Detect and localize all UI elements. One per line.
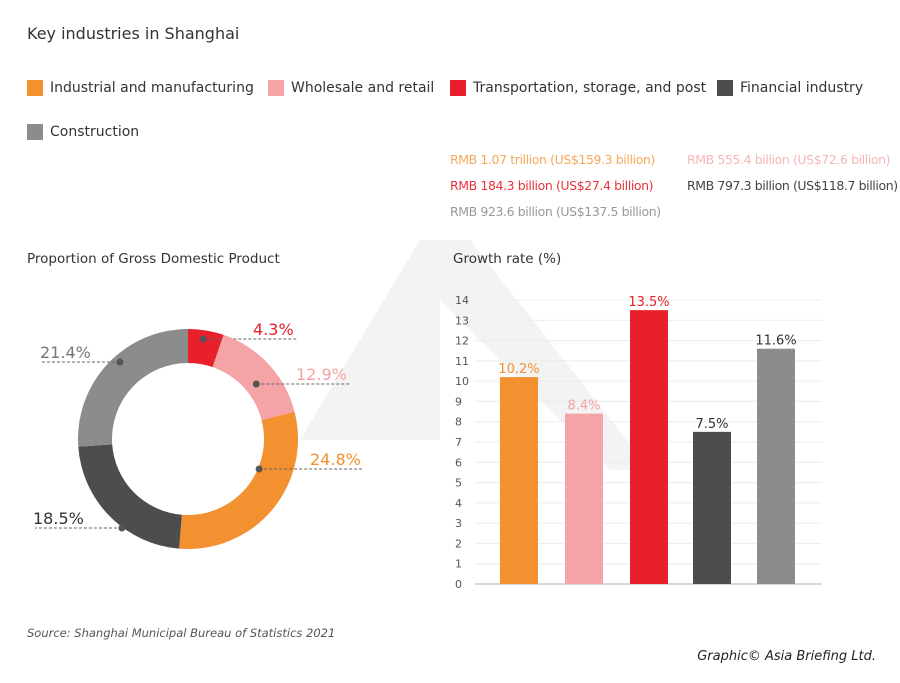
legend-item: Construction [27,124,139,140]
legend-label: Industrial and manufacturing [50,80,254,96]
y-tick-label: 10 [455,375,469,388]
value-text: RMB 1.07 trillion (US$159.3 billion) [450,152,655,167]
y-tick-label: 11 [455,355,469,368]
y-tick-label: 6 [455,456,462,469]
y-tick-label: 2 [455,537,462,550]
bar-label: 13.5% [628,295,669,310]
donut-slice [212,334,295,421]
leader-dot [118,524,126,532]
bar-label: 8.4% [567,399,600,414]
legend-label: Transportation, storage, and post [473,80,707,96]
leader-dot [199,335,207,343]
legend-item: Transportation, storage, and post [450,80,706,96]
page-title: Key industries in Shanghai [27,24,240,43]
slice-label: 18.5% [33,509,84,528]
y-tick-label: 9 [455,395,462,408]
y-tick-label: 4 [455,497,462,510]
y-tick-label: 12 [455,335,469,348]
bar-label: 11.6% [755,334,796,349]
donut-slice [78,444,182,549]
legend-item: Financial industry [717,80,863,96]
y-tick-label: 8 [455,416,462,429]
slice-label: 12.9% [296,365,347,384]
y-tick-label: 3 [455,517,462,530]
legend-label: Construction [50,124,140,140]
value-text: RMB 555.4 billion (US$72.6 billion) [687,152,891,167]
bar-label: 7.5% [695,417,728,432]
bar [630,310,668,584]
legend-swatch [27,124,43,140]
legend-label: Wholesale and retail [291,80,435,96]
legend-item: Industrial and manufacturing [27,80,254,96]
leader-dot [116,358,124,366]
bar [757,348,795,584]
credit: Graphic© Asia Briefing Ltd. [697,649,876,664]
donut-title: Proportion of Gross Domestic Product [27,251,280,267]
source-note: Source: Shanghai Municipal Bureau of Sta… [27,626,336,640]
slice-label: 21.4% [40,343,91,362]
slice-label: 4.3% [253,320,294,339]
bar [693,431,731,584]
legend-swatch [268,80,284,96]
legend-item: Wholesale and retail [268,80,434,96]
y-tick-label: 14 [455,294,469,307]
value-text: RMB 184.3 billion (US$27.4 billion) [450,178,654,193]
donut-slice [179,411,298,549]
y-tick-label: 13 [455,314,469,327]
y-tick-label: 1 [455,558,462,571]
y-tick-label: 5 [455,477,462,490]
value-text: RMB 797.3 billion (US$118.7 billion) [687,178,898,193]
legend-swatch [450,80,466,96]
bar-chart-title: Growth rate (%) [453,251,562,267]
y-tick-label: 0 [455,578,462,591]
legend-label: Financial industry [740,80,864,96]
bar-label: 10.2% [498,362,539,377]
donut-slice [78,329,188,447]
bar [500,377,538,584]
y-tick-label: 7 [455,436,462,449]
legend-swatch [717,80,733,96]
bar [565,413,603,584]
leader-dot [252,380,260,388]
leader-dot [255,465,263,473]
legend-swatch [27,80,43,96]
value-text: RMB 923.6 billion (US$137.5 billion) [450,204,661,219]
slice-label: 24.8% [310,450,361,469]
